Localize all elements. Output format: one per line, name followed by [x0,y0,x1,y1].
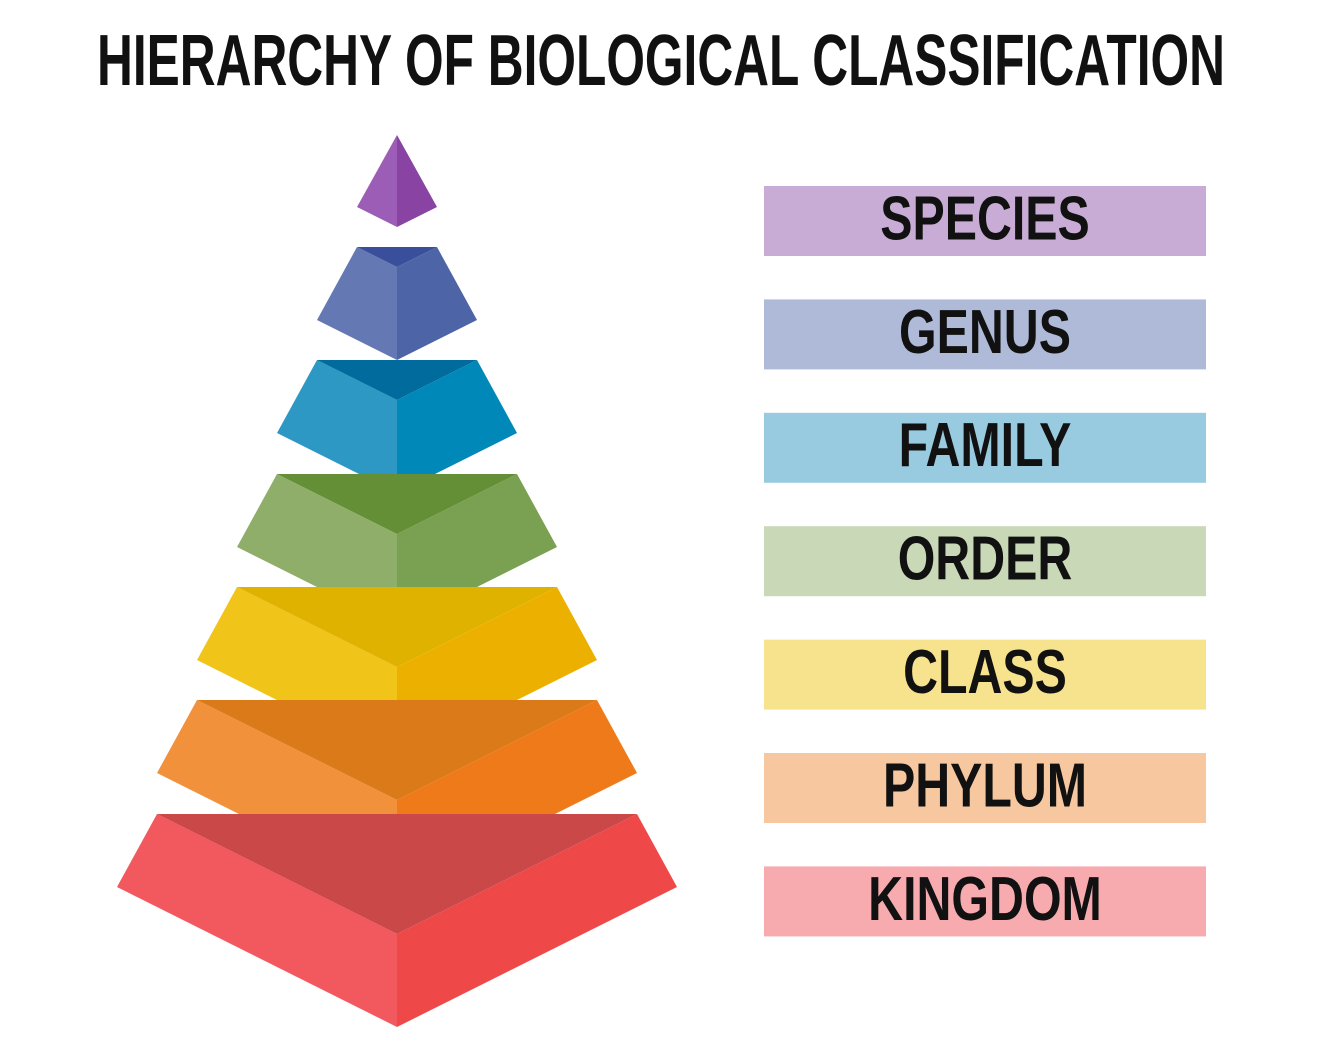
level-text-group: PHYLUM [883,751,1087,820]
tier-right-face [397,814,677,1027]
tier-top-face [277,474,517,534]
title: HIERARCHY OF BIOLOGICAL CLASSIFICATION [97,21,1225,101]
level-label: SPECIES [880,184,1090,253]
tier-top-face [357,247,437,267]
level-text-group: ORDER [898,524,1073,593]
level-label: ORDER [898,524,1073,593]
level-bar [764,526,1206,597]
tier-right-face [397,247,477,360]
level-bar [764,412,1206,483]
level-text-group: KINGDOM [868,864,1102,933]
tier-right-face [397,360,517,493]
level-label: PHYLUM [883,751,1087,820]
tier-top-face [197,700,597,800]
level-label: FAMILY [899,410,1072,479]
level-bar [764,299,1206,370]
level-bar [764,866,1206,937]
tier-left-face [317,247,397,360]
level-text-group: SPECIES [880,184,1090,253]
level-bar [764,186,1206,256]
level-label: KINGDOM [868,864,1102,933]
tier-left-face [357,135,397,227]
level-text-group: CLASS [903,637,1067,706]
level-text-group: GENUS [899,297,1071,366]
tier-top-face [237,587,557,667]
tier-top-face [157,814,637,934]
level-labels: SPECIES GENUS FAMILY ORDER CLASS PHYLUM KINGDO… [764,184,1206,937]
pyramid [117,135,677,1027]
tier-top-face [317,360,477,400]
level-label: CLASS [903,637,1067,706]
level-bar [764,753,1206,823]
level-text-group: FAMILY [899,410,1072,479]
tier-left-face [117,814,397,1027]
level-label: GENUS [899,297,1071,366]
tier-right-face [397,135,437,227]
level-bar [764,639,1206,710]
tier-left-face [277,360,397,493]
